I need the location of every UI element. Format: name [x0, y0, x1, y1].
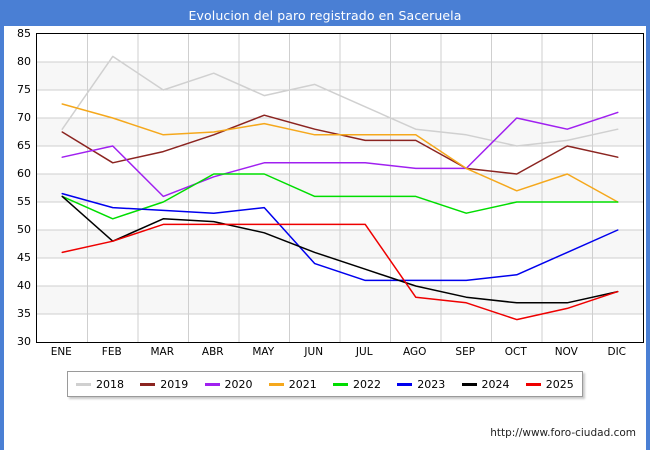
x-axis-tick-label: JUN [304, 346, 324, 358]
series-line-2024 [61, 195, 619, 304]
y-axis-tick-label: 35 [17, 307, 31, 320]
y-axis-tick-label: 40 [17, 279, 31, 292]
series-line-2025 [61, 223, 619, 321]
y-axis-tick-label: 55 [17, 195, 31, 208]
legend-item-2022[interactable]: 2022 [325, 378, 389, 391]
x-axis-tick-label: MAY [252, 346, 275, 358]
legend-swatch-icon [268, 382, 284, 386]
y-axis-tick-label: 45 [17, 251, 31, 264]
y-axis-tick-label: 60 [17, 167, 31, 180]
legend-label: 2018 [96, 377, 124, 391]
legend-item-2020[interactable]: 2020 [197, 378, 261, 391]
y-axis-tick-label: 75 [17, 83, 31, 96]
x-axis-tick-label: NOV [554, 346, 578, 358]
legend-swatch-icon [76, 382, 91, 386]
legend-item-2025[interactable]: 2025 [518, 378, 582, 391]
x-axis-tick-label: ENE [50, 346, 72, 358]
y-axis-tick-label: 70 [17, 111, 31, 124]
x-axis-tick-label: AGO [403, 346, 427, 358]
window-title-bar: Evolucion del paro registrado en Sacerue… [4, 4, 646, 26]
y-axis-tick-label: 50 [17, 223, 31, 236]
line-chart-svg [37, 34, 643, 342]
x-axis-tick-label: OCT [504, 346, 527, 358]
legend-label: 2025 [545, 377, 574, 391]
legend-swatch-icon [140, 382, 156, 386]
x-axis-tick-label: DIC [607, 346, 627, 358]
legend-swatch-icon [333, 382, 348, 386]
footer-bar: http://www.foro-ciudad.com [4, 418, 646, 448]
x-axis-labels: ENE FEB MAR ABR MAY JUN JUL AGO SEP OCT NOV DIC [36, 346, 644, 364]
y-axis-tick-label: 65 [17, 139, 31, 152]
legend-label: 2024 [481, 377, 510, 391]
x-axis-tick-label: MAR [150, 346, 175, 358]
y-axis-labels: 85 80 75 70 65 60 55 50 45 40 35 30 [4, 28, 34, 347]
chart-legend: 2018 2019 2020 2021 2022 2023 2024 2025 [67, 371, 583, 397]
y-axis-tick-label: 30 [17, 335, 31, 348]
legend-label: 2019 [160, 377, 189, 391]
plot-area [36, 33, 644, 343]
legend-label: 2023 [417, 377, 446, 391]
legend-item-2024[interactable]: 2024 [454, 378, 518, 391]
series-line-2021 [61, 103, 619, 203]
x-axis-tick-label: SEP [455, 346, 476, 358]
legend-item-2023[interactable]: 2023 [389, 378, 453, 391]
legend-label: 2020 [224, 377, 253, 391]
x-axis-tick-label: FEB [101, 346, 122, 358]
source-url: http://www.foro-ciudad.com [490, 427, 636, 439]
legend-item-2019[interactable]: 2019 [132, 378, 196, 391]
legend-item-2021[interactable]: 2021 [261, 378, 325, 391]
y-axis-tick-label: 85 [17, 27, 31, 40]
x-axis-tick-label: ABR [201, 346, 224, 358]
series-line-2018 [61, 55, 619, 147]
legend-label: 2021 [288, 377, 317, 391]
legend-swatch-icon [461, 382, 477, 386]
y-axis-tick-label: 80 [17, 55, 31, 68]
legend-swatch-icon [204, 382, 220, 386]
legend-label: 2022 [353, 377, 381, 391]
legend-item-2018[interactable]: 2018 [68, 378, 132, 391]
chart-container: 85 80 75 70 65 60 55 50 45 40 35 30 ENE FEB MAR ABR MAY… [4, 26, 646, 450]
series-line-2020 [61, 111, 619, 198]
x-axis-tick-label: JUL [355, 346, 373, 358]
legend-swatch-icon [397, 382, 413, 386]
series-line-2023 [61, 192, 619, 282]
page-title: Evolucion del paro registrado en Sacerue… [188, 7, 462, 23]
series-line-2022 [61, 173, 619, 220]
legend-swatch-icon [525, 382, 541, 386]
